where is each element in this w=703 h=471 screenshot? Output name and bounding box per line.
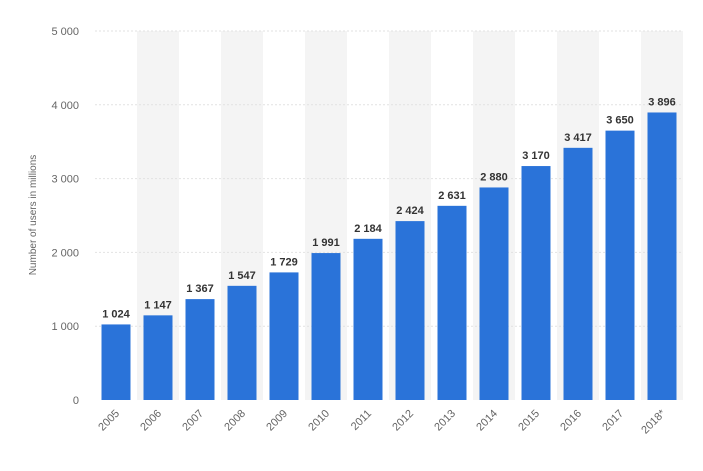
x-tick-label-2010: 2010 [306, 408, 332, 434]
data-label-2017: 3 650 [606, 115, 634, 127]
data-label-2009: 1 729 [270, 256, 298, 268]
x-tick-label-2005: 2005 [96, 408, 122, 434]
data-label-2012: 2 424 [396, 205, 424, 217]
y-tick-label: 0 [73, 395, 79, 407]
bar-2006[interactable] [143, 315, 173, 400]
bar-2011[interactable] [353, 238, 383, 400]
bars [101, 112, 677, 401]
data-label-2016: 3 417 [564, 132, 592, 144]
bar-2016[interactable] [563, 147, 593, 400]
data-label-2008: 1 547 [228, 270, 256, 282]
x-tick-label-2012: 2012 [390, 408, 416, 434]
x-tick-label-2009: 2009 [264, 408, 290, 434]
x-tick-label-2018*: 2018* [639, 407, 668, 436]
bar-2017[interactable] [605, 130, 635, 400]
bar-2010[interactable] [311, 253, 341, 400]
x-tick-label-2006: 2006 [138, 408, 164, 434]
data-label-2013: 2 631 [438, 190, 466, 202]
data-label-2005: 1 024 [102, 308, 130, 320]
x-tick-label-2016: 2016 [558, 408, 584, 434]
data-label-2014: 2 880 [480, 171, 508, 183]
y-tick-label: 4 000 [51, 100, 79, 112]
data-label-2006: 1 147 [144, 299, 172, 311]
y-tick-label: 3 000 [51, 174, 79, 186]
y-axis-ticks: 0 1 000 2 000 3 000 4 000 5 000 [51, 26, 79, 407]
y-tick-label: 2 000 [51, 247, 79, 259]
bar-2014[interactable] [479, 187, 509, 400]
x-tick-label-2017: 2017 [600, 408, 626, 434]
bar-2013[interactable] [437, 205, 467, 400]
x-tick-label-2014: 2014 [474, 408, 500, 434]
x-tick-label-2011: 2011 [349, 408, 374, 433]
y-tick-label: 5 000 [51, 26, 79, 38]
data-label-2007: 1 367 [186, 283, 214, 295]
bar-2005[interactable] [101, 324, 131, 400]
bar-2007[interactable] [185, 299, 215, 400]
data-label-2010: 1 991 [312, 237, 340, 249]
bar-2012[interactable] [395, 221, 425, 400]
data-label-2011: 2 184 [354, 223, 382, 235]
bar-2015[interactable] [521, 166, 551, 400]
x-tick-label-2013: 2013 [432, 408, 458, 434]
bar-2008[interactable] [227, 285, 257, 400]
x-axis-ticks: 2005 2006 2007 2008 2009 2010 2011 2012 2013 2014… [96, 407, 668, 436]
x-tick-label-2007: 2007 [180, 408, 206, 434]
x-tick-label-2015: 2015 [516, 408, 542, 434]
data-labels: 1 024 1 147 1 367 1 547 1 729 1 991 2 184 2 424… [102, 96, 676, 320]
bar-2009[interactable] [269, 272, 299, 400]
y-tick-label: 1 000 [51, 321, 79, 333]
data-label-2018*: 3 896 [648, 96, 676, 108]
y-axis-title: Number of users in millions [28, 155, 39, 276]
data-label-2015: 3 170 [522, 150, 550, 162]
x-tick-label-2008: 2008 [222, 408, 248, 434]
bar-2018*[interactable] [647, 112, 677, 401]
